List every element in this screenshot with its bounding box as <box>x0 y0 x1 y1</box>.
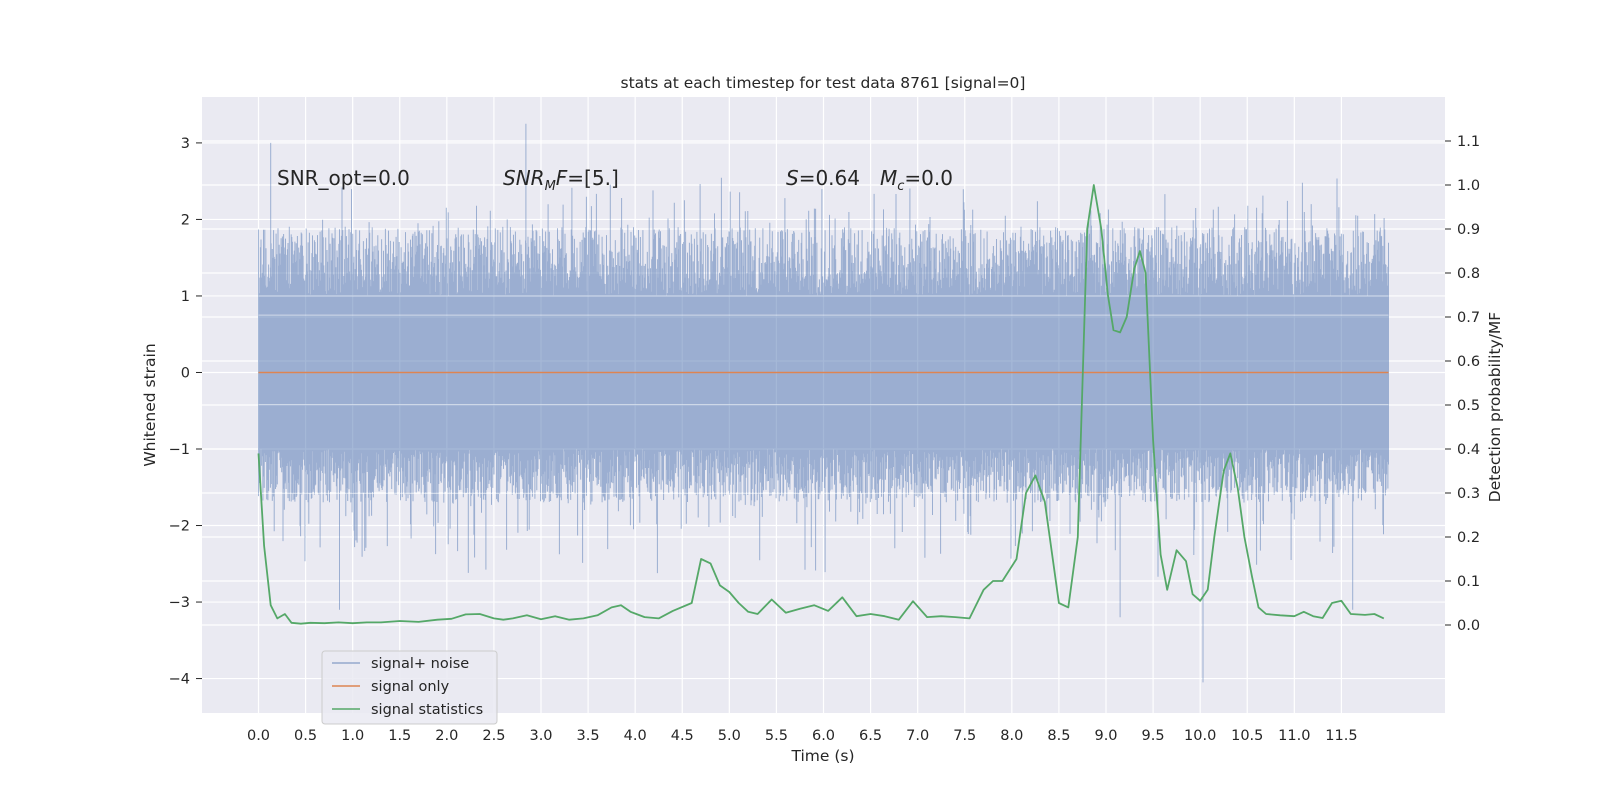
y-tick-label-left: −2 <box>169 519 190 535</box>
y-tick-label-left: −1 <box>169 442 190 458</box>
y-tick-label-right: 0.7 <box>1457 310 1480 326</box>
x-tick-label: 1.5 <box>388 728 411 744</box>
y-tick-label-right: 0.8 <box>1457 266 1480 282</box>
ticks-layer: 0.0 0.5 1.0 1.5 2.0 2.5 3.0 3.5 4.0 4.5 5.0 5.5 6.0 6… <box>169 134 1480 744</box>
x-tick-label: 4.0 <box>624 728 647 744</box>
x-tick-label: 10.5 <box>1231 728 1263 744</box>
y-tick-label-right: 0.6 <box>1457 354 1480 370</box>
annotation-snr-opt: SNR_opt=0.0 <box>277 166 410 190</box>
x-tick-label: 3.0 <box>529 728 552 744</box>
x-tick-label: 6.0 <box>812 728 835 744</box>
x-tick-label: 2.5 <box>482 728 505 744</box>
x-tick-label: 5.5 <box>765 728 788 744</box>
noise-bars <box>258 123 1389 683</box>
mc-main: M <box>880 166 897 190</box>
annotation-s: S=0.64 <box>786 166 860 190</box>
legend-label-signal-only: signal only <box>371 679 450 695</box>
y-tick-label-right: 0.1 <box>1457 574 1480 590</box>
legend-label-noise: signal+ noise <box>371 656 469 672</box>
y-tick-label-left: 1 <box>181 289 190 305</box>
y-tick-label-right: 0.9 <box>1457 222 1480 238</box>
x-tick-label: 7.0 <box>906 728 929 744</box>
y-tick-label-right: 0.0 <box>1457 618 1480 634</box>
y-axis-title-right: Detection probability/MF <box>1486 312 1504 503</box>
y-tick-label-left: 2 <box>181 212 190 228</box>
x-tick-label: 1.0 <box>341 728 364 744</box>
x-tick-label: 3.5 <box>577 728 600 744</box>
snr-mf-sub: M <box>545 179 556 194</box>
x-tick-label: 8.0 <box>1000 728 1023 744</box>
x-tick-label: 8.5 <box>1047 728 1070 744</box>
noise-series <box>258 123 1389 683</box>
x-tick-label: 10.0 <box>1184 728 1216 744</box>
x-tick-label: 7.5 <box>953 728 976 744</box>
x-tick-label: 11.5 <box>1325 728 1357 744</box>
mc-rest: =0.0 <box>904 166 953 190</box>
x-tick-label: 11.0 <box>1278 728 1310 744</box>
y-tick-label-left: 3 <box>181 136 190 152</box>
y-tick-label-right: 1.0 <box>1457 178 1480 194</box>
s-main: S <box>786 166 799 190</box>
x-tick-label: 5.0 <box>718 728 741 744</box>
y-tick-label-right: 0.2 <box>1457 530 1480 546</box>
x-tick-label: 0.5 <box>294 728 317 744</box>
annotation-mc: Mc=0.0 <box>880 166 953 194</box>
mc-sub: c <box>897 179 904 194</box>
legend-box <box>321 650 498 725</box>
y-tick-label-right: 0.3 <box>1457 486 1480 502</box>
y-tick-label-left: −3 <box>169 595 190 611</box>
y-tick-label-right: 0.4 <box>1457 442 1480 458</box>
lines-layer <box>257 184 1389 625</box>
x-tick-label: 4.5 <box>671 728 694 744</box>
x-axis-title: Time (s) <box>790 747 854 765</box>
y-axis-title-left: Whitened strain <box>141 343 159 466</box>
signal-statistics-line <box>257 184 1385 625</box>
snr-mf-rest-italic: F <box>556 166 568 190</box>
x-tick-label: 9.0 <box>1094 728 1117 744</box>
y-tick-label-right: 0.5 <box>1457 398 1480 414</box>
s-rest: =0.64 <box>799 166 860 190</box>
x-tick-label: 2.0 <box>435 728 458 744</box>
snr-mf-rest: =[5.] <box>567 166 618 190</box>
x-tick-label: 9.5 <box>1142 728 1165 744</box>
x-tick-label: 6.5 <box>859 728 882 744</box>
y-tick-label-left: −4 <box>169 672 190 688</box>
chart-title: stats at each timestep for test data 876… <box>621 74 1026 92</box>
annotation-snr-mf: SNRMF=[5.] <box>503 166 619 194</box>
legend-label-statistics: signal statistics <box>371 702 483 718</box>
y-tick-label-right: 1.1 <box>1457 134 1480 150</box>
y-tick-label-left: 0 <box>181 365 190 381</box>
x-tick-label: 0.0 <box>247 728 270 744</box>
snr-mf-main: SNR <box>503 166 545 190</box>
legend: signal+ noise signal only signal statist… <box>321 650 498 725</box>
